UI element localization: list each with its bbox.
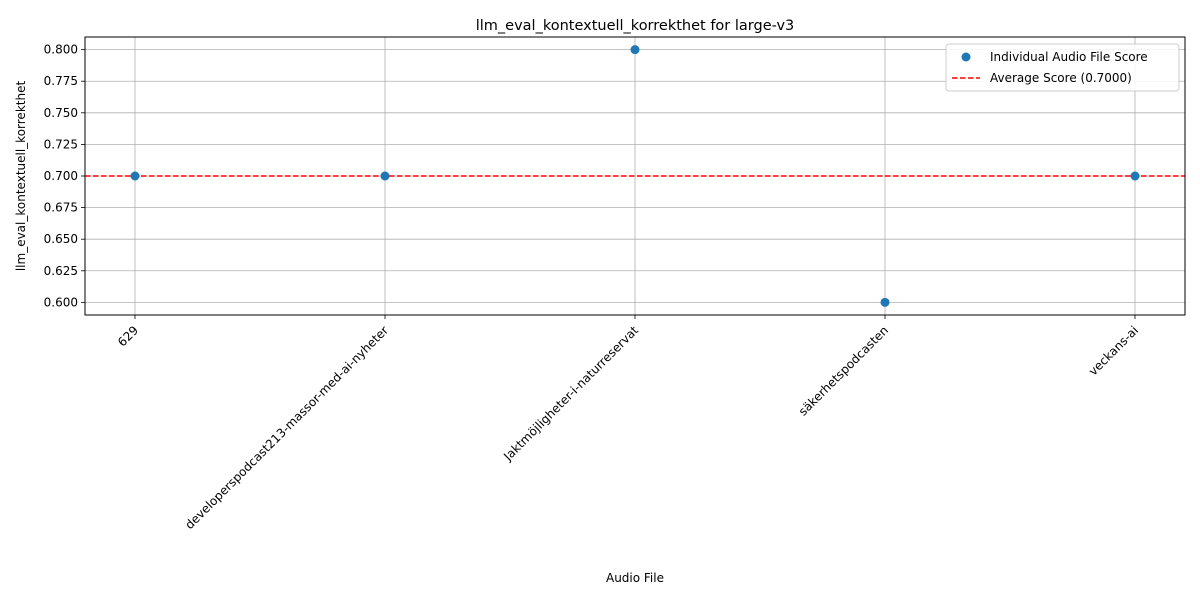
y-tick-label: 0.750 [44,106,78,120]
y-axis-ticks: 0.600 0.625 0.650 0.675 0.700 0.725 0.750 0.775… [44,43,85,309]
x-tick-label: 629 [115,323,141,349]
legend-box [945,43,1180,92]
y-tick-label: 0.675 [44,201,78,215]
y-tick-label: 0.625 [44,264,78,278]
data-point [880,297,890,307]
legend-label-average: Average Score (0.7000) [990,71,1132,85]
legend-label-points: Individual Audio File Score [990,50,1148,64]
data-point [130,171,140,181]
y-tick-label: 0.700 [44,169,78,183]
data-point [380,171,390,181]
x-axis-label: Audio File [606,571,664,585]
chart-title: llm_eval_kontextuell_korrekthet for larg… [476,18,795,34]
y-tick-label: 0.600 [44,295,78,309]
y-tick-label: 0.650 [44,232,78,246]
x-tick-label: Jaktmöjligheter-i-naturreservat [500,323,641,464]
x-tick-label: säkerhetspodcasten [796,323,891,418]
y-tick-label: 0.725 [44,137,78,151]
x-tick-label: veckans-ai [1086,323,1141,378]
x-tick-label: developerspodcast213-massor-med-ai-nyhet… [182,323,391,532]
data-point [1130,171,1140,181]
y-tick-label: 0.800 [44,43,78,57]
y-axis-label: llm_eval_kontextuell_korrekthet [14,81,28,272]
legend: Individual Audio File Score Average Scor… [945,43,1180,92]
x-axis-ticks: 629 developerspodcast213-massor-med-ai-ny… [115,315,1141,532]
y-tick-label: 0.775 [44,74,78,88]
legend-marker-points [961,52,971,62]
data-point [630,45,640,55]
data-points [130,45,1140,307]
